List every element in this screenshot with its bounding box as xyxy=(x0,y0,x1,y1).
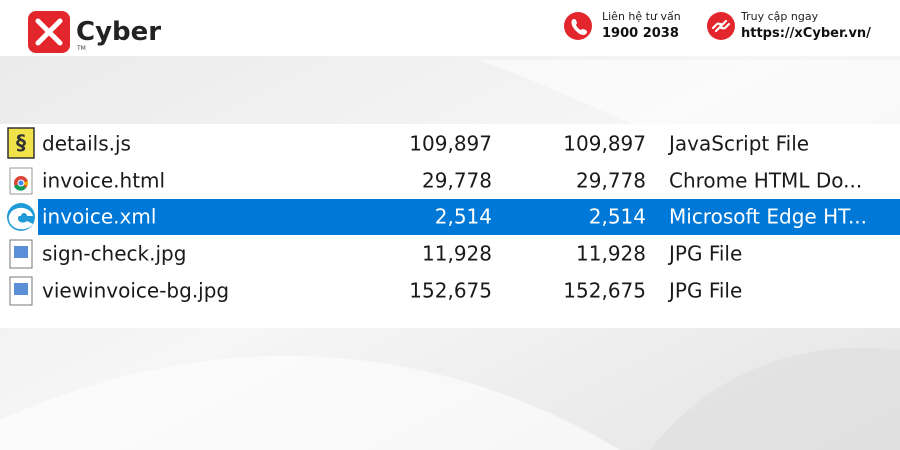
file-size: 152,675 xyxy=(409,279,492,303)
file-type: JavaScript File xyxy=(667,132,809,156)
js-icon: § xyxy=(7,127,35,159)
file-size: 11,928 xyxy=(576,242,646,266)
link-glyph xyxy=(711,19,731,33)
jpg-icon xyxy=(9,239,33,269)
file-size: 152,675 xyxy=(563,279,646,303)
file-size: 11,928 xyxy=(422,242,492,266)
jpg-icon xyxy=(9,276,33,306)
svg-text:§: § xyxy=(16,131,26,155)
brand-name[interactable]: Cyber xyxy=(76,17,161,47)
contact-phone[interactable]: 1900 2038 xyxy=(602,26,679,41)
file-name: sign-check.jpg xyxy=(42,242,186,266)
file-name: invoice.html xyxy=(42,169,165,193)
file-size: 109,897 xyxy=(409,132,492,156)
file-name: details.js xyxy=(42,132,131,156)
link-url[interactable]: https://xCyber.vn/ xyxy=(741,26,871,41)
link-label: Truy cập ngay xyxy=(740,10,819,23)
logo-x xyxy=(35,18,63,46)
file-row[interactable]: viewinvoice-bg.jpg 152,675 152,675 JPG F… xyxy=(42,279,742,303)
file-type: Chrome HTML Do... xyxy=(669,169,862,193)
file-row[interactable]: invoice.html 29,778 29,778 Chrome HTML D… xyxy=(42,169,862,193)
file-size: 109,897 xyxy=(563,132,646,156)
trademark: TM xyxy=(76,45,86,52)
file-size: 2,514 xyxy=(589,205,646,229)
header-bar xyxy=(0,0,900,56)
contact-label: Liên hệ tư vấn xyxy=(602,10,681,23)
swoosh xyxy=(0,355,620,450)
file-type: Microsoft Edge HT... xyxy=(669,205,867,229)
file-row[interactable]: sign-check.jpg 11,928 11,928 JPG File xyxy=(42,242,742,266)
file-name: viewinvoice-bg.jpg xyxy=(42,279,229,303)
file-name: invoice.xml xyxy=(42,205,156,229)
file-size: 29,778 xyxy=(422,169,492,193)
file-type: JPG File xyxy=(667,242,742,266)
file-row-selected[interactable]: invoice.xml 2,514 2,514 Microsoft Edge H… xyxy=(42,205,867,229)
phone-glyph xyxy=(571,19,587,35)
file-row[interactable]: details.js 109,897 109,897 JavaScript Fi… xyxy=(42,132,809,156)
file-size: 29,778 xyxy=(576,169,646,193)
file-size: 2,514 xyxy=(435,205,492,229)
swoosh xyxy=(650,347,900,450)
phone-icon xyxy=(564,12,592,40)
selection-highlight xyxy=(38,199,900,235)
file-type: JPG File xyxy=(667,279,742,303)
edge-icon xyxy=(7,203,35,231)
chrome-icon xyxy=(9,167,33,195)
